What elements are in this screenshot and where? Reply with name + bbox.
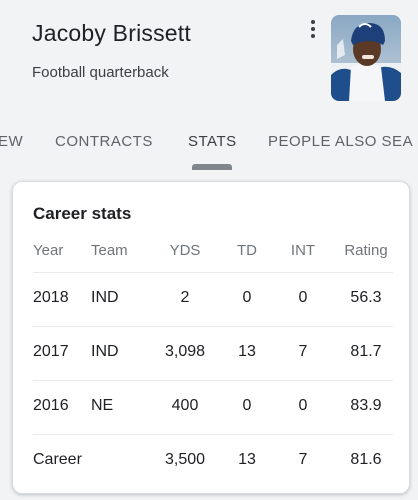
cell-int: 0 xyxy=(298,397,308,414)
cell-yds: 3,500 xyxy=(164,451,206,468)
cell-year: 2017 xyxy=(33,343,69,360)
tab-stats[interactable]: STATS xyxy=(188,133,237,150)
cell-td: 0 xyxy=(242,289,252,306)
cell-rating: 56.3 xyxy=(350,289,382,306)
player-photo[interactable] xyxy=(331,15,401,101)
entity-subtitle: Football quarterback xyxy=(32,64,169,81)
column-header-yds: YDS xyxy=(169,242,201,259)
tab-contracts[interactable]: CONTRACTS xyxy=(55,133,153,150)
column-header-rating: Rating xyxy=(344,242,388,259)
cell-td: 13 xyxy=(238,451,256,468)
entity-header: Jacoby Brissett Football quarterback xyxy=(0,0,418,120)
cell-yds: 2 xyxy=(180,289,190,306)
player-photo-image xyxy=(331,15,401,101)
cell-rating: 83.9 xyxy=(350,397,382,414)
column-header-team: Team xyxy=(91,242,128,259)
team-link[interactable]: NE xyxy=(91,397,114,414)
cell-yds: 400 xyxy=(171,397,199,414)
cell-int: 7 xyxy=(298,451,308,468)
career-stats-card: Career stats Year Team YDS TD INT Rating… xyxy=(12,181,410,494)
cell-rating: 81.7 xyxy=(350,343,382,360)
more-vert-icon[interactable] xyxy=(306,18,320,40)
cell-year: Career xyxy=(33,451,82,468)
card-title: Career stats xyxy=(33,204,132,223)
cell-td: 13 xyxy=(238,343,256,360)
table-row: 2018 IND 2 0 0 56.3 xyxy=(33,272,393,327)
column-header-int: INT xyxy=(290,242,316,259)
tab-overview[interactable]: EW xyxy=(0,133,24,150)
cell-rating: 81.6 xyxy=(350,451,382,468)
table-row: 2016 NE 400 0 0 83.9 xyxy=(33,380,393,435)
team-link[interactable]: IND xyxy=(91,343,119,360)
cell-int: 7 xyxy=(298,343,308,360)
active-tab-indicator xyxy=(192,164,232,170)
cell-year: 2016 xyxy=(33,397,69,414)
column-header-year: Year xyxy=(33,242,64,259)
table-row: 2017 IND 3,098 13 7 81.7 xyxy=(33,326,393,381)
column-header-td: TD xyxy=(237,242,257,259)
tab-bar: EW CONTRACTS STATS PEOPLE ALSO SEA xyxy=(0,120,418,172)
cell-year: 2018 xyxy=(33,289,69,306)
entity-title: Jacoby Brissett xyxy=(32,20,191,46)
cell-int: 0 xyxy=(298,289,308,306)
table-header: Year Team YDS TD INT Rating xyxy=(33,240,393,272)
team-link[interactable]: IND xyxy=(91,289,119,306)
cell-yds: 3,098 xyxy=(164,343,206,360)
cell-td: 0 xyxy=(242,397,252,414)
table-row-career-total: Career 3,500 13 7 81.6 xyxy=(33,434,393,489)
tab-people-also-search[interactable]: PEOPLE ALSO SEA xyxy=(268,133,414,150)
